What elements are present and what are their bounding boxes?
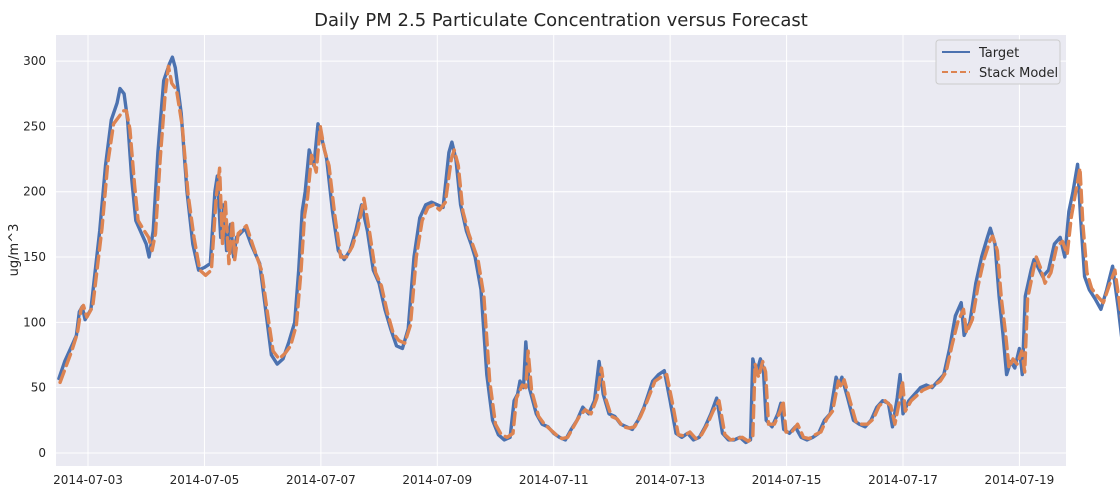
grid-lines	[56, 35, 1066, 466]
x-tick-label: 2014-07-17	[868, 473, 938, 487]
x-tick-label: 2014-07-03	[53, 473, 123, 487]
x-tick-label: 2014-07-07	[286, 473, 356, 487]
y-tick-label: 0	[38, 446, 46, 460]
legend-label: Stack Model	[979, 66, 1058, 81]
x-tick-label: 2014-07-19	[985, 473, 1055, 487]
x-tick-label: 2014-07-11	[519, 473, 589, 487]
x-tick-label: 2014-07-15	[752, 473, 822, 487]
y-tick-label: 150	[23, 250, 46, 264]
y-tick-label: 300	[23, 54, 46, 68]
series-line-stack-model	[58, 64, 1120, 443]
plot-background	[56, 35, 1066, 466]
tick-labels: 0 50 100 150 200 250 300 2014-07-03 2014-07-05 20…	[23, 54, 1054, 487]
y-tick-label: 100	[23, 315, 46, 329]
x-tick-label: 2014-07-05	[170, 473, 240, 487]
y-tick-label: 50	[31, 381, 46, 395]
y-tick-label: 200	[23, 185, 46, 199]
y-tick-label: 250	[23, 119, 46, 133]
x-tick-label: 2014-07-13	[635, 473, 705, 487]
legend-label: Target	[978, 46, 1019, 61]
chart-title: Daily PM 2.5 Particulate Concentration v…	[314, 10, 808, 31]
series-group	[57, 55, 1120, 445]
y-axis-label: ug/m^3	[7, 224, 22, 277]
legend: Target Stack Model	[935, 39, 1061, 85]
x-tick-label: 2014-07-09	[402, 473, 472, 487]
